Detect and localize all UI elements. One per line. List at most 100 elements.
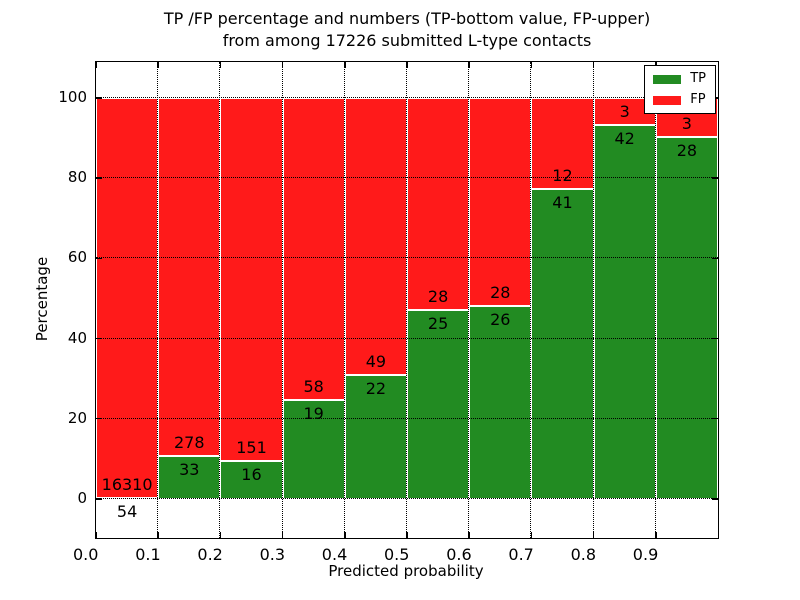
x-axis-tick-top: [406, 62, 408, 68]
tp-bar-segment: [282, 399, 345, 499]
fp-count-label: 3: [619, 101, 630, 121]
y-axis-tick-right: [712, 257, 718, 260]
legend: TP FP: [644, 65, 716, 114]
x-tick-label: 0.7: [508, 545, 534, 564]
tp-count-label: 22: [365, 378, 387, 398]
horizontal-gridline: [96, 257, 718, 259]
fp-bar-segment: [220, 98, 283, 461]
vertical-gridline: [592, 62, 594, 538]
fp-bar-segment: [158, 98, 221, 457]
x-axis-tick: [406, 532, 408, 538]
fp-count-label: 58: [303, 376, 324, 396]
x-axis-tick: [219, 532, 222, 538]
x-axis-tick: [530, 532, 533, 538]
legend-item-fp: FP: [653, 93, 706, 107]
tp-count-label: 41: [552, 192, 573, 212]
fp-count-label: 28: [490, 282, 511, 302]
fp-count-label: 16310: [101, 474, 153, 494]
x-tick-label: 0.8: [570, 545, 597, 564]
horizontal-gridline: [96, 97, 718, 99]
fp-bar-segment: [282, 98, 345, 400]
x-axis-tick-top: [530, 62, 533, 68]
y-axis-tick: [96, 417, 102, 420]
vertical-gridline: [654, 62, 656, 538]
x-axis-tick-top: [468, 62, 470, 68]
horizontal-gridline: [96, 497, 718, 499]
y-tick-label: 60: [67, 248, 87, 267]
fp-bar-segment: [531, 98, 594, 189]
x-axis-tick: [344, 532, 346, 538]
y-axis-tick: [96, 97, 102, 99]
y-axis-tick: [96, 257, 102, 260]
legend-swatch-tp-icon: [653, 74, 682, 84]
x-axis-tick: [468, 532, 470, 538]
x-axis-tick: [157, 532, 159, 538]
y-tick-label: 40: [67, 328, 87, 347]
y-axis-tick-right: [712, 177, 718, 179]
x-axis-tick: [281, 532, 284, 538]
x-tick-label: 0.5: [384, 545, 410, 564]
chart-title-line2: from among 17226 submitted L-type contac…: [222, 31, 592, 50]
fp-bar-segment: [407, 98, 470, 310]
fp-bar-segment: [96, 98, 159, 498]
y-axis-tick-right: [712, 498, 718, 500]
legend-label-fp: FP: [690, 92, 706, 107]
x-axis-tick-top: [281, 62, 284, 68]
x-axis-tick-top: [592, 62, 595, 68]
fp-count-label: 12: [552, 165, 573, 185]
y-axis-tick: [96, 498, 102, 500]
x-axis-tick-top: [95, 62, 97, 68]
y-tick-label: 0: [77, 488, 87, 507]
x-axis-tick: [95, 532, 97, 538]
chart-title-line1: TP /FP percentage and numbers (TP-bottom…: [163, 9, 651, 28]
tp-count-label: 33: [179, 460, 200, 480]
tp-count-label: 26: [490, 309, 511, 329]
fp-count-label: 28: [427, 286, 449, 306]
y-axis-tick-right: [712, 417, 718, 420]
chart-title: TP /FP percentage and numbers (TP-bottom…: [96, 8, 718, 52]
x-tick-label: 0.0: [73, 545, 99, 564]
horizontal-gridline: [96, 417, 718, 419]
y-tick-label: 100: [58, 88, 87, 107]
tp-bar-segment: [344, 374, 407, 499]
y-axis-title: Percentage: [33, 256, 51, 342]
horizontal-gridline: [96, 177, 718, 179]
fp-count-label: 3: [681, 113, 692, 133]
x-axis-tick: [592, 532, 595, 538]
legend-item-tp: TP: [653, 72, 706, 86]
vertical-gridline: [343, 62, 345, 538]
vertical-gridline: [530, 62, 532, 538]
tp-bar-segment: [655, 136, 718, 499]
tp-bar-segment: [407, 309, 470, 499]
x-tick-label: 0.3: [259, 545, 286, 564]
tp-count-label: 19: [303, 403, 324, 423]
tp-count-label: 54: [116, 501, 138, 521]
tp-count-label: 28: [676, 140, 698, 160]
x-axis-tick-top: [219, 62, 222, 68]
x-axis-tick-top: [157, 62, 159, 68]
x-axis-title: Predicted probability: [328, 562, 484, 580]
vertical-gridline: [157, 62, 159, 538]
fp-bar-segment: [469, 98, 532, 306]
fp-count-label: 278: [174, 433, 205, 453]
vertical-gridline: [468, 62, 470, 538]
legend-swatch-fp-icon: [653, 95, 682, 105]
fp-bar-segment: [344, 98, 407, 375]
tp-bar-segment: [531, 188, 594, 499]
y-tick-label: 80: [67, 168, 87, 187]
tp-count-label: 42: [614, 128, 635, 148]
x-tick-label: 0.4: [321, 545, 348, 564]
horizontal-gridline: [96, 337, 718, 339]
plot-area: 16310 54 278 33 151 16 58 19 49 22 28 25 28 26 12 41 3 42…: [95, 61, 719, 539]
fp-count-label: 49: [365, 351, 387, 371]
vertical-gridline: [281, 62, 283, 538]
legend-label-tp: TP: [690, 71, 706, 86]
tp-bar-segment: [593, 124, 656, 499]
y-tick-label: 20: [67, 408, 87, 427]
x-tick-label: 0.1: [135, 545, 161, 564]
tp-bar-segment: [469, 305, 532, 499]
y-axis-tick: [96, 177, 102, 179]
x-axis-tick: [655, 532, 657, 538]
y-axis-tick-right: [712, 337, 718, 340]
